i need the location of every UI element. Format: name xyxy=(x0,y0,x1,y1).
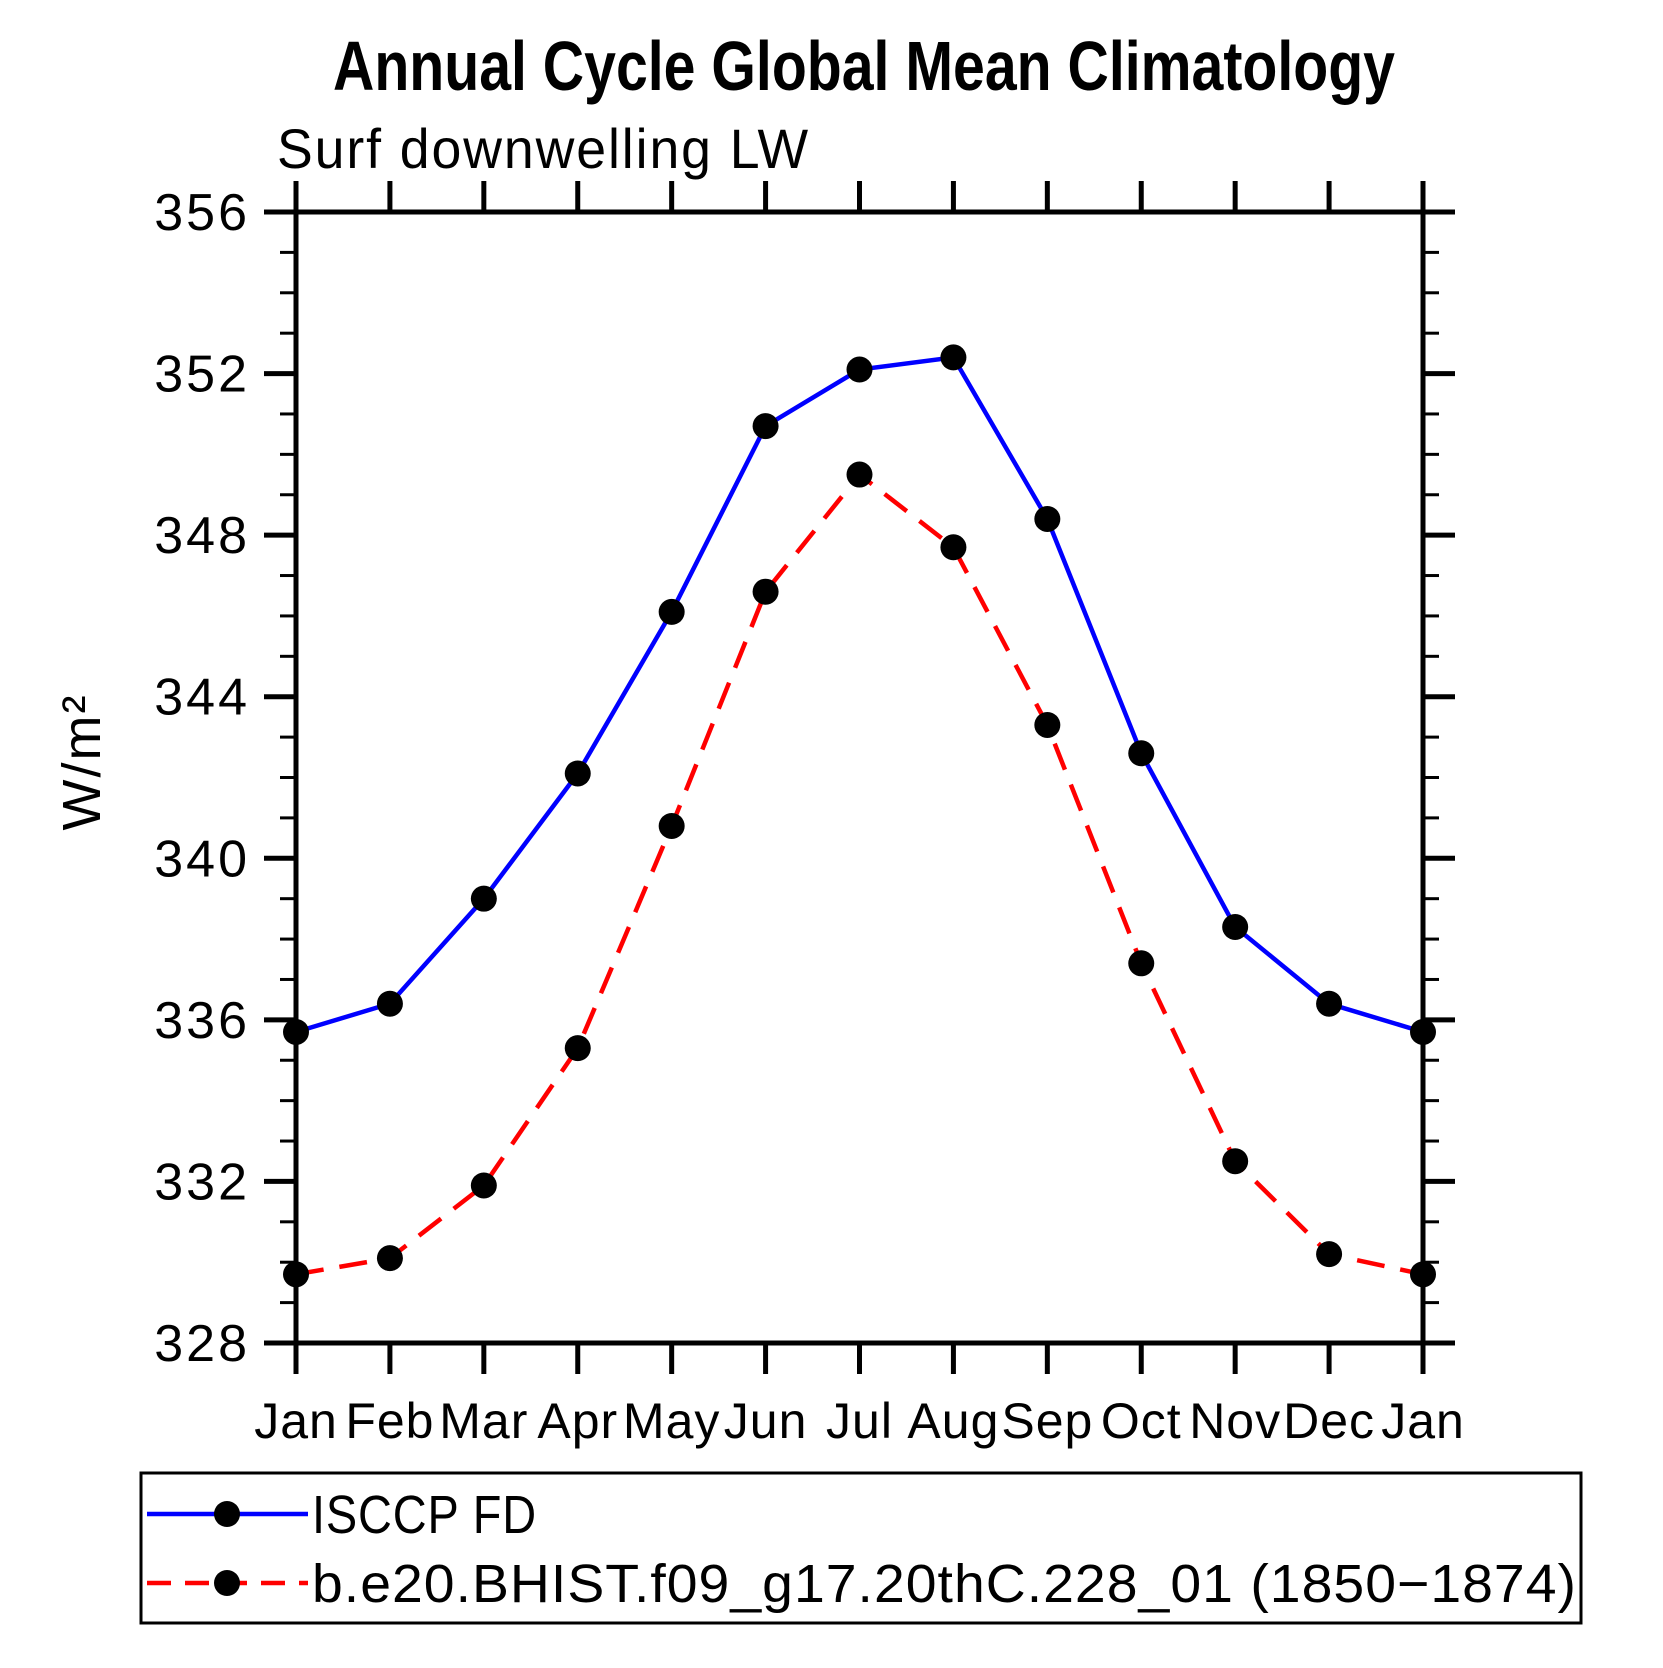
x-tick-label: Aug xyxy=(907,1393,999,1449)
data-point-1-Dec xyxy=(1316,1241,1343,1268)
x-tick-label: Jan xyxy=(1381,1393,1465,1449)
y-axis-label: W/m² xyxy=(52,694,112,831)
legend-label-model: b.e20.BHIST.f09_g17.20thC.228_01 (1850−1… xyxy=(312,1554,1577,1614)
legend-marker-isccp-fd xyxy=(214,1501,240,1527)
series-layer xyxy=(283,344,1436,1288)
legend-box: ISCCP FD b.e20.BHIST.f09_g17.20thC.228_0… xyxy=(139,1471,1583,1625)
data-point-0-Jan xyxy=(1410,1018,1436,1045)
data-point-1-Mar xyxy=(470,1172,497,1199)
data-point-0-May xyxy=(658,598,685,625)
data-point-1-Nov xyxy=(1222,1148,1249,1175)
data-point-0-Apr xyxy=(564,760,591,787)
x-tick-label: Sep xyxy=(1001,1393,1093,1449)
x-tick-label: Apr xyxy=(537,1393,618,1449)
x-tick-label: Feb xyxy=(345,1393,434,1449)
data-point-1-Jun xyxy=(752,578,779,605)
data-point-0-Mar xyxy=(470,885,497,912)
y-tick-label: 332 xyxy=(154,1153,250,1211)
chart-subtitle: Surf downwelling LW xyxy=(277,117,810,180)
y-tick-label: 356 xyxy=(154,184,250,242)
x-tick-label: Dec xyxy=(1283,1393,1375,1449)
data-point-0-Feb xyxy=(376,990,403,1017)
data-point-0-Sep xyxy=(1034,505,1061,532)
data-point-0-Jan xyxy=(283,1018,309,1045)
data-point-0-Jun xyxy=(752,413,779,440)
x-tick-label: Jun xyxy=(724,1393,808,1449)
x-tick-label: Jan xyxy=(254,1393,338,1449)
y-tick-label: 344 xyxy=(154,669,250,727)
data-point-0-Jul xyxy=(846,356,873,383)
data-point-0-Nov xyxy=(1222,913,1249,940)
data-point-1-Oct xyxy=(1128,950,1155,977)
series-line-1 xyxy=(295,471,1424,1277)
legend-label-isccp-fd: ISCCP FD xyxy=(312,1485,537,1545)
data-point-0-Aug xyxy=(940,344,967,371)
x-tick-label: Nov xyxy=(1189,1393,1281,1449)
x-tick-label: Oct xyxy=(1101,1393,1182,1449)
data-point-0-Dec xyxy=(1316,990,1343,1017)
y-tick-label: 340 xyxy=(154,830,250,888)
data-point-0-Oct xyxy=(1128,740,1155,767)
legend-border xyxy=(139,1471,1583,1625)
y-tick-label: 352 xyxy=(154,346,250,404)
x-tick-label: Jul xyxy=(826,1393,893,1449)
y-tick-label: 336 xyxy=(154,992,250,1050)
data-point-1-Apr xyxy=(564,1035,591,1062)
y-tick-label: 348 xyxy=(154,507,250,565)
chart-title: Annual Cycle Global Mean Climatology xyxy=(333,27,1395,105)
y-tick-label: 328 xyxy=(154,1315,250,1373)
data-point-1-Jan xyxy=(283,1261,309,1288)
series-line-0 xyxy=(295,354,1424,1035)
legend-marker-model xyxy=(214,1570,240,1596)
data-point-1-Jan xyxy=(1410,1261,1436,1288)
data-point-1-Aug xyxy=(940,534,967,561)
data-point-1-Feb xyxy=(376,1245,403,1272)
x-tick-label: May xyxy=(623,1393,720,1449)
data-point-1-Jul xyxy=(846,461,873,488)
data-point-1-Sep xyxy=(1034,711,1061,738)
data-point-1-May xyxy=(658,812,685,839)
x-tick-label: Mar xyxy=(439,1393,528,1449)
